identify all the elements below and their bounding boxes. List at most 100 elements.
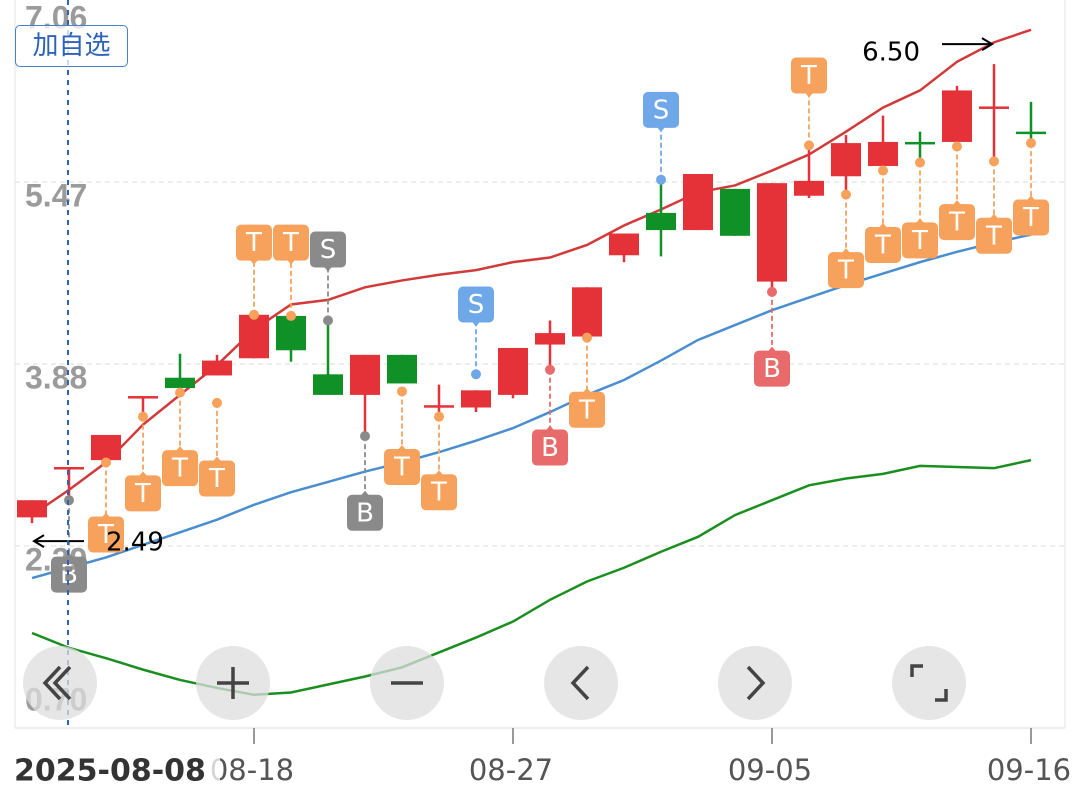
y-tick-label: 3.88: [25, 359, 87, 395]
signal-text: T: [430, 478, 447, 508]
signal-box: [162, 450, 198, 487]
signal-text: T: [837, 256, 854, 286]
prev-button[interactable]: [544, 646, 618, 720]
y-tick-label: 2.29: [25, 541, 87, 577]
signal-text: T: [97, 520, 114, 550]
candle-body: [831, 143, 861, 177]
signal-dot: [471, 369, 481, 380]
zoom-out-all-button[interactable]: [23, 646, 97, 720]
signal-box: [310, 231, 346, 268]
signal-dot: [434, 411, 444, 422]
zoom-in-button[interactable]: [196, 646, 270, 720]
crosshair-label-bg: [12, 752, 220, 787]
candle-body: [683, 173, 713, 231]
signal-dot: [878, 165, 888, 176]
signal-text: T: [208, 464, 225, 494]
signal-dot: [212, 397, 222, 408]
candle-body: [461, 390, 491, 408]
signal-text: T: [171, 454, 188, 484]
signal-box: [902, 222, 938, 259]
zoom-out-button[interactable]: [370, 646, 444, 720]
candle-body: [350, 354, 380, 395]
signal-box: [421, 474, 457, 511]
signal-dot: [841, 189, 851, 200]
signal-box: [199, 460, 235, 497]
signal-box: [347, 494, 383, 531]
annotation-arrow: [942, 37, 994, 51]
signal-dot: [360, 431, 370, 442]
signal-box: [236, 224, 272, 261]
signal-dot: [915, 157, 925, 168]
signal-dot: [323, 315, 333, 326]
fullscreen-button[interactable]: [892, 646, 966, 720]
signal-dot: [138, 411, 148, 422]
candle-body: [91, 434, 121, 461]
signal-text: T: [1022, 203, 1039, 233]
indicator-line: [31, 28, 1032, 517]
signal-text: S: [653, 95, 670, 125]
signal-dot: [545, 364, 555, 375]
annotation-arrow: [32, 534, 84, 548]
y-tick-label: 5.47: [25, 177, 87, 213]
signal-text: T: [800, 61, 817, 91]
candle-body: [54, 467, 84, 470]
signal-box: [1013, 199, 1049, 236]
annotation-label: 2.49: [106, 528, 164, 558]
candle-body: [313, 374, 343, 395]
crosshair-label: 2025-08-08: [14, 754, 206, 787]
x-tick-label: 08-18: [210, 753, 294, 787]
signal-box: [643, 91, 679, 128]
signal-box: [791, 57, 827, 94]
signal-text: B: [541, 433, 559, 463]
candle-body: [942, 90, 972, 142]
signal-text: T: [245, 228, 262, 258]
candle-body: [498, 347, 528, 395]
toolbar: [23, 646, 966, 720]
x-tick-label: 09-16: [987, 753, 1071, 787]
candle-body: [720, 188, 750, 236]
signal-text: T: [985, 221, 1002, 251]
x-tick-label: 08-27: [469, 753, 553, 787]
x-tick-label: 09-05: [728, 753, 812, 787]
signal-text: T: [134, 479, 151, 509]
signal-text: B: [60, 560, 78, 590]
candle-body: [868, 141, 898, 166]
signal-text: B: [356, 498, 374, 528]
signal-text: T: [393, 453, 410, 483]
signal-box: [125, 475, 161, 512]
signal-text: B: [763, 354, 781, 384]
signal-dot: [767, 286, 777, 297]
candle-body: [646, 212, 676, 231]
signal-box: [532, 429, 568, 466]
candle-body: [794, 180, 824, 196]
annotation-label: 6.50: [862, 38, 920, 68]
signal-box: [458, 286, 494, 323]
signal-box: [754, 350, 790, 387]
indicator-line: [31, 233, 1032, 580]
signal-text: S: [320, 235, 337, 265]
signal-box: [569, 391, 605, 428]
signal-dot: [656, 174, 666, 185]
candle-body: [239, 314, 269, 359]
signal-dot: [286, 310, 296, 321]
candle-body: [535, 333, 565, 345]
candle-body: [905, 141, 935, 145]
candle-body: [572, 287, 602, 337]
signal-box: [939, 204, 975, 241]
signal-box: [88, 516, 124, 553]
next-button[interactable]: [718, 646, 792, 720]
candle-body: [1016, 131, 1046, 135]
signal-dot: [101, 457, 111, 468]
candle-body: [979, 106, 1009, 109]
signal-dot: [175, 387, 185, 398]
signal-text: T: [911, 226, 928, 256]
signal-dot: [249, 309, 259, 320]
add-watchlist-button[interactable]: 加自选: [15, 25, 128, 67]
candle-body: [387, 354, 417, 384]
signal-box: [273, 224, 309, 261]
candle-body: [276, 315, 306, 351]
candle-body: [424, 405, 454, 408]
signal-box: [865, 226, 901, 263]
signal-dot: [952, 141, 962, 152]
